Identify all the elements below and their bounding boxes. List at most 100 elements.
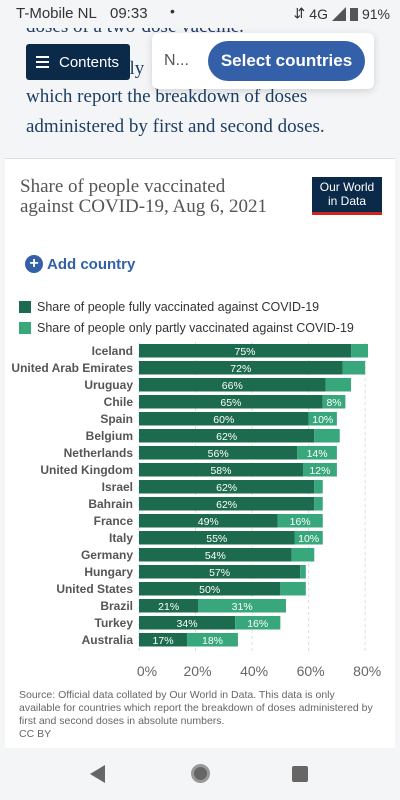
logo-line-2: in Data (327, 194, 367, 208)
back-icon[interactable] (90, 765, 105, 783)
bar-fully-vaccinated (139, 582, 281, 596)
signal-icon (331, 6, 346, 21)
data-label: 34% (177, 618, 198, 630)
category-label: Brazil (100, 599, 133, 613)
bar-fully-vaccinated (139, 412, 309, 426)
bar-partly-vaccinated (314, 480, 323, 494)
category-label: Spain (100, 412, 133, 426)
bar-partly-vaccinated (187, 633, 238, 647)
data-label: 16% (247, 618, 268, 630)
menu-icon (36, 56, 49, 68)
data-label: 12% (309, 465, 330, 477)
legend-label-fully: Share of people fully vaccinated against… (37, 299, 320, 314)
carrier-name: T-Mobile NL (16, 5, 97, 22)
bar-partly-vaccinated (280, 582, 306, 596)
clock: 09:33 (110, 5, 148, 22)
plus-circle-icon: + (25, 255, 43, 273)
battery-level: 91% (361, 5, 390, 22)
country-selector-popup: N... Select countries (152, 33, 374, 89)
category-label: Iceland (92, 344, 133, 358)
data-label: 65% (220, 397, 241, 409)
category-label: Belgium (86, 429, 133, 443)
bar-fully-vaccinated (139, 463, 303, 477)
data-label: 18% (202, 635, 223, 647)
data-label: 58% (210, 465, 231, 477)
bar-partly-vaccinated (322, 395, 346, 409)
bar-partly-vaccinated (291, 548, 315, 562)
bar-fully-vaccinated (139, 514, 278, 528)
bar-partly-vaccinated (302, 463, 337, 477)
x-tick-label: 60% (297, 663, 325, 679)
bar-partly-vaccinated (351, 344, 368, 358)
bar-fully-vaccinated (139, 565, 301, 579)
bar-fully-vaccinated (139, 378, 326, 392)
bar-partly-vaccinated (314, 429, 340, 443)
data-label: 14% (307, 448, 328, 460)
article-partial-line: doses of a two-dose vaccine. (26, 28, 244, 38)
category-label: Chile (104, 395, 134, 409)
contents-label: Contents (59, 53, 120, 71)
legend-item-fully[interactable]: Share of people fully vaccinated against… (19, 296, 354, 317)
contents-button[interactable]: Contents (26, 44, 130, 80)
data-label: 10% (298, 533, 319, 545)
category-label: Turkey (95, 616, 134, 630)
bar-fully-vaccinated (139, 344, 352, 358)
legend-item-partly[interactable]: Share of people only partly vaccinated a… (19, 317, 354, 338)
chart-title: Share of people vaccinated against COVID… (20, 176, 267, 217)
bar-partly-vaccinated (294, 531, 323, 545)
bar-fully-vaccinated (139, 497, 315, 511)
bar-fully-vaccinated (139, 548, 292, 562)
data-label: 21% (158, 601, 179, 613)
stacked-bar-chart: 0% 20% 40% 60% 80% Iceland 75% United Arab Emir… (11, 342, 381, 679)
owid-logo[interactable]: Our World in Data (312, 177, 382, 215)
data-label: 49% (198, 516, 219, 528)
bar-partly-vaccinated (300, 565, 306, 579)
data-label: 72% (230, 363, 251, 375)
bar-partly-vaccinated (314, 497, 323, 511)
bar-fully-vaccinated (139, 531, 295, 545)
chart-card: Share of people vaccinated against COVID… (5, 158, 395, 748)
source-text: Source: Official data collated by Our Wo… (19, 689, 373, 727)
status-bar: T-Mobile NL 09:33 • ⇵ 4G 91% (0, 0, 400, 28)
add-country-button[interactable]: + Add country (25, 255, 135, 273)
status-icons: ⇵ 4G 91% (294, 5, 390, 22)
truncated-label: N... (164, 52, 189, 69)
article-line-3: administered by first and second doses. (26, 116, 325, 137)
license-text: CC BY (19, 728, 52, 740)
data-label: 56% (208, 448, 229, 460)
legend-swatch-fully (19, 300, 31, 313)
recent-apps-icon[interactable] (292, 766, 308, 782)
data-label: 31% (232, 601, 253, 613)
data-label: 62% (216, 482, 237, 494)
data-label: 55% (206, 533, 227, 545)
bar-fully-vaccinated (139, 616, 236, 630)
data-label: 54% (205, 550, 226, 562)
source-note: Source: Official data collated by Our Wo… (19, 689, 379, 741)
home-icon[interactable] (191, 764, 210, 783)
bar-fully-vaccinated (139, 446, 298, 460)
bar-partly-vaccinated (198, 599, 287, 613)
category-label: United Kingdom (40, 463, 133, 477)
data-label: 62% (216, 499, 237, 511)
bar-partly-vaccinated (342, 361, 366, 375)
bar-fully-vaccinated (139, 395, 323, 409)
category-label: Australia (82, 633, 134, 647)
bar-partly-vaccinated (277, 514, 323, 528)
bar-fully-vaccinated (139, 480, 315, 494)
data-label: 10% (312, 414, 333, 426)
logo-line-1: Our World (319, 180, 375, 194)
category-label: Germany (81, 548, 133, 562)
x-tick-label: 20% (184, 663, 212, 679)
category-label: France (94, 514, 134, 528)
data-label: 60% (213, 414, 234, 426)
bar-fully-vaccinated (139, 633, 188, 647)
select-countries-button[interactable]: Select countries (208, 41, 365, 81)
android-nav-bar (0, 748, 400, 800)
bar-partly-vaccinated (297, 446, 337, 460)
x-tick-label: 80% (353, 663, 381, 679)
category-label: Hungary (84, 565, 133, 579)
category-label: Israel (102, 480, 133, 494)
bar-partly-vaccinated (235, 616, 281, 630)
category-label: Bahrain (88, 497, 133, 511)
bar-fully-vaccinated (139, 429, 315, 443)
